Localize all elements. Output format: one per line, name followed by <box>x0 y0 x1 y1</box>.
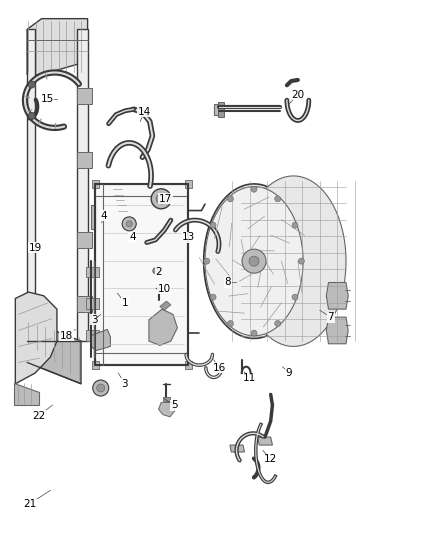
Polygon shape <box>14 383 39 405</box>
Polygon shape <box>95 184 188 365</box>
Circle shape <box>122 217 136 231</box>
Polygon shape <box>77 152 92 168</box>
Polygon shape <box>160 301 171 310</box>
Circle shape <box>151 189 171 209</box>
Polygon shape <box>258 437 272 445</box>
Polygon shape <box>27 19 88 75</box>
Polygon shape <box>92 361 99 369</box>
Text: 1: 1 <box>121 298 128 308</box>
Polygon shape <box>92 180 99 188</box>
Circle shape <box>249 256 259 266</box>
Polygon shape <box>86 266 99 277</box>
Circle shape <box>210 222 216 228</box>
Circle shape <box>97 384 105 392</box>
Polygon shape <box>241 176 346 346</box>
Ellipse shape <box>153 268 161 274</box>
Text: 13: 13 <box>182 232 195 242</box>
Circle shape <box>126 221 132 227</box>
Text: 12: 12 <box>264 455 277 464</box>
Text: 20: 20 <box>291 90 304 100</box>
Polygon shape <box>204 184 304 338</box>
Polygon shape <box>185 361 192 369</box>
Polygon shape <box>77 232 92 248</box>
Text: 22: 22 <box>32 411 45 421</box>
Circle shape <box>156 194 166 204</box>
Circle shape <box>251 330 257 336</box>
Polygon shape <box>218 102 224 117</box>
Circle shape <box>28 81 35 88</box>
Polygon shape <box>185 180 192 188</box>
Polygon shape <box>77 296 92 312</box>
Text: 7: 7 <box>327 312 334 322</box>
Polygon shape <box>326 317 348 344</box>
Circle shape <box>227 196 233 202</box>
Text: 8: 8 <box>224 278 231 287</box>
Polygon shape <box>163 397 170 401</box>
Circle shape <box>210 294 216 300</box>
Polygon shape <box>86 298 99 309</box>
Text: 4: 4 <box>129 232 136 242</box>
Text: 18: 18 <box>60 331 73 341</box>
Text: 16: 16 <box>212 363 226 373</box>
Circle shape <box>251 186 257 192</box>
Circle shape <box>292 222 298 228</box>
Polygon shape <box>27 29 35 341</box>
Polygon shape <box>214 104 219 115</box>
Polygon shape <box>326 282 348 309</box>
Text: 21: 21 <box>23 499 36 508</box>
Text: 14: 14 <box>138 107 151 117</box>
Polygon shape <box>205 187 303 336</box>
Circle shape <box>275 320 281 327</box>
Polygon shape <box>159 402 175 417</box>
Text: 5: 5 <box>171 400 178 410</box>
Polygon shape <box>91 205 95 229</box>
Circle shape <box>242 249 266 273</box>
Circle shape <box>93 380 109 396</box>
Polygon shape <box>15 292 57 384</box>
Text: 4: 4 <box>101 211 108 221</box>
Text: 17: 17 <box>159 194 172 204</box>
Text: 10: 10 <box>158 284 171 294</box>
Polygon shape <box>230 445 244 452</box>
Text: 19: 19 <box>28 243 42 253</box>
Polygon shape <box>77 29 88 341</box>
Text: 3: 3 <box>91 315 98 325</box>
Circle shape <box>28 112 35 119</box>
Polygon shape <box>27 320 81 384</box>
Circle shape <box>204 258 210 264</box>
Text: 15: 15 <box>41 94 54 103</box>
Polygon shape <box>149 309 177 345</box>
Text: 11: 11 <box>243 374 256 383</box>
Text: 9: 9 <box>286 368 293 378</box>
Circle shape <box>298 258 304 264</box>
Polygon shape <box>86 330 99 341</box>
Polygon shape <box>77 88 92 104</box>
Circle shape <box>275 196 281 202</box>
Text: 3: 3 <box>121 379 128 389</box>
Text: 2: 2 <box>155 267 162 277</box>
Circle shape <box>227 320 233 327</box>
Circle shape <box>292 294 298 300</box>
Polygon shape <box>91 329 110 351</box>
